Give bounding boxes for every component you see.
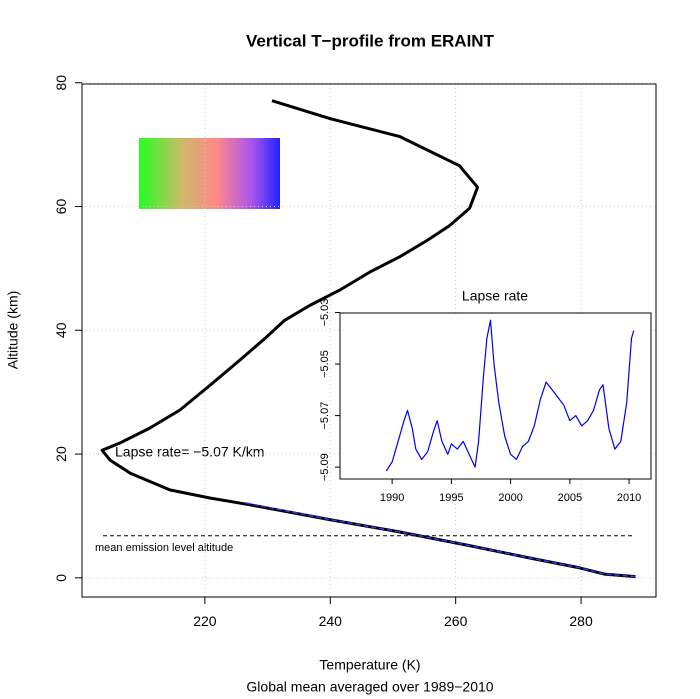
annotation: Lapse rate= −5.07 K/km [115,444,264,460]
y-tick-label: −5.05 [319,350,331,378]
x-tick-label: 1990 [380,492,404,504]
inset-title: Lapse rate [462,288,528,304]
x-tick-label: 240 [319,613,343,629]
x-tick-label: 2005 [558,492,582,504]
inset-background [340,313,651,479]
y-tick-label: 20 [53,446,69,462]
y-tick-label: −5.07 [319,402,331,430]
y-tick-label: 40 [53,322,69,338]
y-tick-label: 80 [53,75,69,91]
x-tick-label: 2000 [498,492,522,504]
x-axis-label: Temperature (K) [319,657,420,673]
x-tick-label: 280 [569,613,593,629]
x-tick-label: 2010 [617,492,641,504]
plot-frame [339,312,652,480]
color-bar [139,138,280,209]
x-tick-label: 1995 [439,492,463,504]
y-tick-label: 60 [53,199,69,215]
y-axis-label: Altitude (km) [5,291,21,370]
data-line [245,502,636,578]
chart-title: Vertical T−profile from ERAINT [246,31,495,50]
plot-frame [81,83,657,598]
y-tick-label: 0 [53,574,69,582]
data-line [385,319,635,472]
y-tick-label: −5.09 [319,453,331,481]
hline-label: mean emission level altitude [95,542,233,554]
y-tick-label: −5.03 [319,299,331,327]
x-tick-label: 220 [193,613,217,629]
subtitle: Global mean averaged over 1989−2010 [246,679,493,695]
x-tick-label: 260 [444,613,468,629]
